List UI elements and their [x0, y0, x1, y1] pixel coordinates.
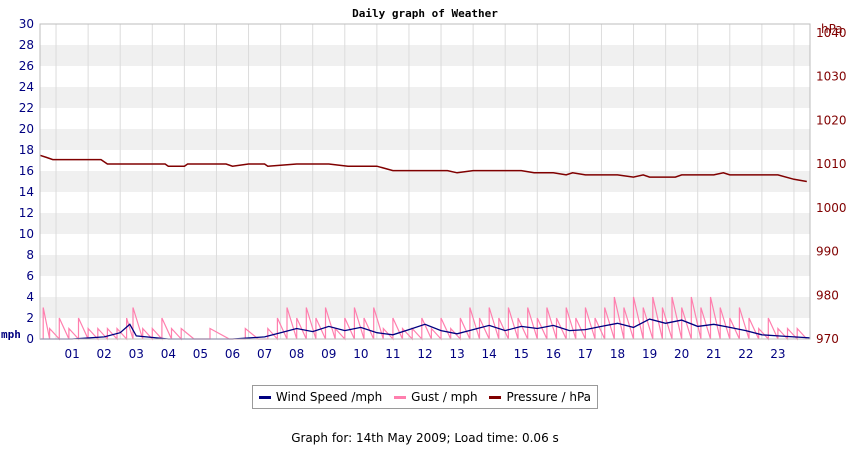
left-tick-label: 26 — [19, 59, 34, 73]
x-tick-label: 16 — [546, 347, 561, 361]
x-tick-label: 17 — [578, 347, 593, 361]
x-tick-label: 09 — [321, 347, 336, 361]
legend-item-gust: Gust / mph — [394, 390, 478, 404]
x-tick-label: 02 — [97, 347, 112, 361]
plot-bands — [40, 45, 810, 318]
footer-load-time: 0.06 s — [521, 431, 559, 445]
footer-prefix: Graph for: — [291, 431, 356, 445]
x-tick-label: 13 — [449, 347, 464, 361]
left-tick-label: 20 — [19, 122, 34, 136]
right-tick-label: 1040 — [816, 26, 847, 40]
left-axis-unit-label: mph — [1, 328, 21, 341]
x-tick-label: 12 — [417, 347, 432, 361]
left-tick-label: 10 — [19, 227, 34, 241]
left-tick-label: 16 — [19, 164, 34, 178]
footer-date: 14th May 2009 — [355, 431, 447, 445]
right-tick-label: 1020 — [816, 113, 847, 127]
legend-label-gust: Gust / mph — [411, 390, 478, 404]
right-tick-label: 1000 — [816, 201, 847, 215]
vertical-gridlines — [55, 24, 795, 339]
left-tick-label: 8 — [26, 248, 34, 262]
x-tick-label: 06 — [225, 347, 240, 361]
chart-legend: Wind Speed /mph Gust / mph Pressure / hP… — [252, 385, 598, 409]
legend-item-pressure: Pressure / hPa — [489, 390, 591, 404]
left-tick-label: 0 — [26, 332, 34, 346]
right-tick-label: 970 — [816, 332, 839, 346]
x-tick-label: 04 — [161, 347, 176, 361]
series-line-pressure — [39, 154, 807, 183]
right-axis-ticks: 970 980 990 1000 1010 1020 1030 1040 — [816, 26, 847, 346]
x-axis-ticks: 01 02 03 04 05 06 07 08 09 10 11 12 13 14 15 16 17 18 19 20… — [64, 347, 785, 361]
right-tick-label: 1030 — [816, 70, 847, 84]
right-tick-label: 980 — [816, 288, 839, 302]
grid-band — [40, 297, 810, 318]
x-tick-label: 08 — [289, 347, 304, 361]
x-tick-label: 19 — [642, 347, 657, 361]
legend-swatch-gust — [394, 395, 407, 399]
x-tick-label: 01 — [64, 347, 79, 361]
x-tick-label: 14 — [482, 347, 497, 361]
plot-frame — [39, 23, 811, 340]
left-tick-label: 4 — [26, 290, 34, 304]
series-line-gust — [42, 296, 808, 341]
x-tick-label: 15 — [514, 347, 529, 361]
x-tick-label: 07 — [257, 347, 272, 361]
grid-band — [40, 171, 810, 192]
left-tick-label: 6 — [26, 269, 34, 283]
grid-band — [40, 255, 810, 276]
legend-swatch-pressure — [489, 395, 502, 399]
x-tick-label: 18 — [610, 347, 625, 361]
right-axis-unit-label: hPa — [821, 22, 843, 36]
legend-swatch-wind — [258, 395, 271, 399]
legend-label-wind: Wind Speed /mph — [275, 390, 383, 404]
x-tick-label: 11 — [385, 347, 400, 361]
x-tick-label: 10 — [353, 347, 368, 361]
left-tick-label: 22 — [19, 101, 34, 115]
grid-band — [40, 87, 810, 108]
right-tick-label: 1010 — [816, 157, 847, 171]
x-tick-label: 03 — [129, 347, 144, 361]
grid-band — [40, 45, 810, 66]
x-tick-label: 22 — [738, 347, 753, 361]
graph-footer: Graph for: 14th May 2009; Load time: 0.0… — [0, 431, 850, 445]
left-tick-label: 18 — [19, 143, 34, 157]
x-tick-label: 05 — [193, 347, 208, 361]
left-tick-label: 28 — [19, 38, 34, 52]
footer-separator: ; Load time: — [446, 431, 522, 445]
left-tick-label: 12 — [19, 206, 34, 220]
grid-band — [40, 213, 810, 234]
right-tick-label: 990 — [816, 245, 839, 259]
series-line-wind — [40, 318, 811, 340]
x-tick-label: 23 — [770, 347, 785, 361]
left-tick-label: 30 — [19, 17, 34, 31]
x-tick-label: 20 — [674, 347, 689, 361]
x-tick-label: 21 — [706, 347, 721, 361]
left-tick-label: 14 — [19, 185, 34, 199]
legend-item-wind: Wind Speed /mph — [258, 390, 383, 404]
left-tick-label: 2 — [26, 311, 34, 325]
legend-label-pressure: Pressure / hPa — [506, 390, 592, 404]
grid-band — [40, 129, 810, 150]
chart-title: Daily graph of Weather — [352, 7, 498, 20]
left-tick-label: 24 — [19, 80, 34, 94]
